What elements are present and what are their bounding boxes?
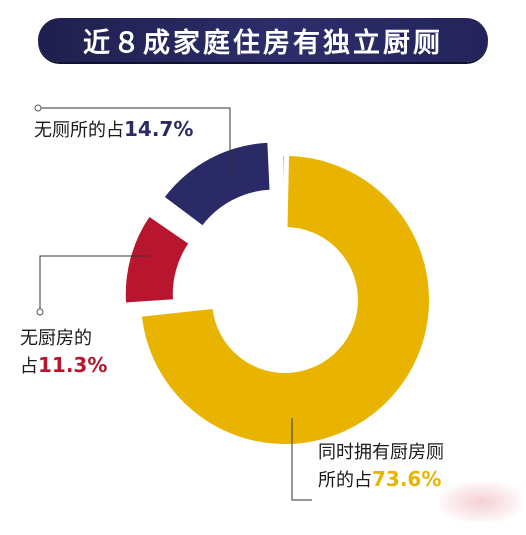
label-no-kitchen: 无厨房的 占11.3% xyxy=(20,326,107,380)
label-no-kitchen-pct: 11.3% xyxy=(38,353,108,377)
label-no-toilet-text: 无厕所的占 xyxy=(34,120,124,141)
label-both: 同时拥有厨房厕 所的占73.6% xyxy=(318,440,444,494)
label-no-toilet: 无厕所的占14.7% xyxy=(34,116,193,144)
title-banner: 近８成家庭住房有独立厨厕 xyxy=(38,18,488,62)
watermark-stamp xyxy=(440,482,522,522)
label-both-line1: 同时拥有厨房厕 xyxy=(318,442,444,463)
leader-line-no-toilet xyxy=(38,107,231,175)
leader-line-no-kitchen xyxy=(39,255,150,312)
slice-other xyxy=(280,153,286,230)
leader-dot-no-toilet xyxy=(34,104,42,112)
label-no-kitchen-line1: 无厨房的 xyxy=(20,328,92,349)
leader-line-both xyxy=(291,418,312,501)
slice-no-kitchen xyxy=(123,214,191,305)
chart-title: 近８成家庭住房有独立厨厕 xyxy=(83,27,443,59)
label-no-toilet-pct: 14.7% xyxy=(124,117,194,141)
label-both-pct: 73.6% xyxy=(372,467,442,491)
label-both-line2: 所的占 xyxy=(318,470,372,491)
label-no-kitchen-line2: 占 xyxy=(20,356,38,377)
slice-both xyxy=(139,154,431,446)
slice-no-toilet xyxy=(162,140,272,228)
leader-dot-no-kitchen xyxy=(36,308,44,316)
